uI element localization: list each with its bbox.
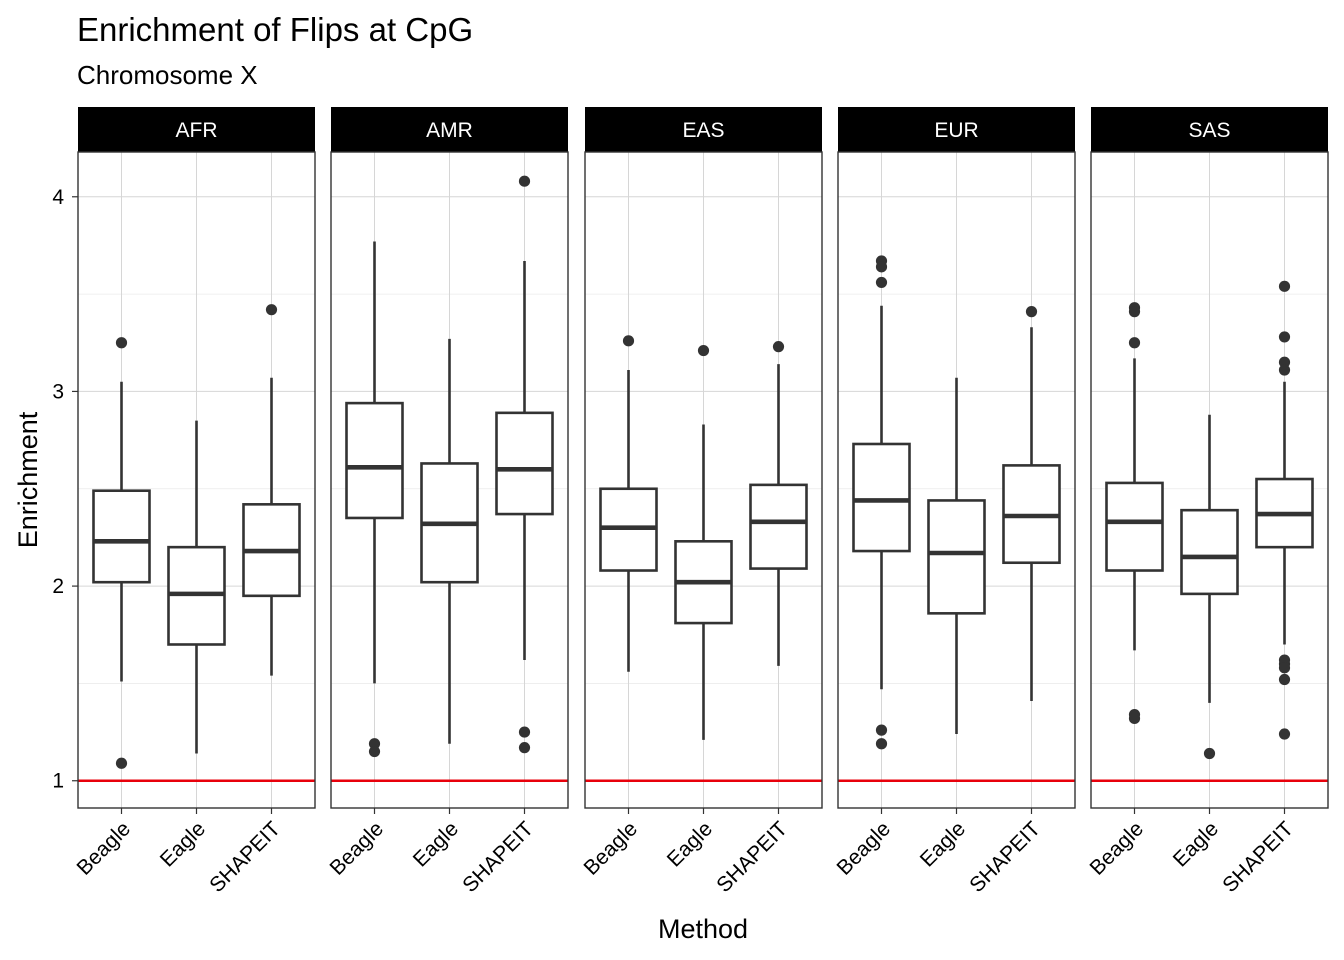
outlier-point bbox=[1128, 712, 1141, 725]
y-axis: 1 2 3 4 bbox=[52, 186, 78, 793]
x-tick-label: SHAPEIT bbox=[458, 817, 538, 897]
y-axis-title: Enrichment bbox=[13, 411, 43, 548]
x-tick-label: Eagle bbox=[1169, 817, 1223, 871]
box-eagle bbox=[1180, 414, 1239, 760]
x-tick-label: Beagle bbox=[833, 817, 896, 880]
x-axis-title: Method bbox=[658, 914, 748, 944]
outlier-point bbox=[875, 738, 888, 750]
box-eagle bbox=[674, 344, 733, 740]
x-tick-label: SHAPEIT bbox=[965, 817, 1045, 897]
box-beagle bbox=[92, 337, 151, 769]
x-tick-label: Eagle bbox=[916, 817, 970, 871]
y-tick-label: 2 bbox=[52, 575, 64, 598]
x-tick-label: Beagle bbox=[580, 817, 643, 880]
facet-strip bbox=[585, 107, 822, 152]
outlier-point bbox=[1278, 280, 1291, 292]
facet-strip-label: EAS bbox=[682, 119, 724, 142]
outlier-point bbox=[1278, 331, 1291, 343]
box-eagle bbox=[420, 338, 479, 744]
y-tick-label: 3 bbox=[52, 380, 64, 403]
outlier-point bbox=[368, 745, 381, 758]
x-tick-label: Eagle bbox=[156, 817, 210, 871]
outlier-point bbox=[1128, 306, 1141, 318]
box-eagle bbox=[167, 420, 226, 754]
outlier-point bbox=[875, 724, 888, 736]
outlier-point bbox=[518, 726, 531, 738]
outlier-point bbox=[875, 261, 888, 273]
outlier-point bbox=[518, 742, 531, 754]
box-beagle bbox=[345, 241, 404, 758]
x-tick-label: Beagle bbox=[326, 817, 389, 880]
box-beagle bbox=[1105, 302, 1164, 725]
box-shapeit bbox=[495, 175, 554, 754]
outlier-point bbox=[518, 175, 531, 187]
outlier-point bbox=[1203, 747, 1216, 760]
outlier-point bbox=[875, 276, 888, 289]
facet-strip-label: AFR bbox=[176, 119, 218, 142]
facet-strip-label: AMR bbox=[426, 119, 473, 142]
box-shapeit bbox=[1255, 280, 1314, 740]
box-iqr bbox=[345, 401, 404, 520]
box-eagle bbox=[927, 377, 986, 735]
x-tick-label: SHAPEIT bbox=[1218, 817, 1298, 897]
chart-subtitle: Chromosome X bbox=[77, 60, 258, 90]
x-tick-label: SHAPEIT bbox=[712, 817, 792, 897]
outlier-point bbox=[1278, 728, 1291, 740]
outlier-point bbox=[622, 335, 635, 347]
box-iqr bbox=[495, 411, 554, 516]
facet-strip bbox=[1091, 107, 1328, 152]
outlier-point bbox=[115, 757, 128, 769]
x-tick-label: Eagle bbox=[409, 817, 463, 871]
outlier-point bbox=[1128, 337, 1141, 349]
x-tick-label: Beagle bbox=[1086, 817, 1149, 880]
box-iqr bbox=[1105, 481, 1164, 572]
box-shapeit bbox=[749, 341, 808, 666]
facet-strip bbox=[331, 107, 568, 152]
box-beagle bbox=[852, 255, 911, 750]
outlier-point bbox=[1278, 364, 1291, 376]
facet-strip-label: SAS bbox=[1188, 119, 1230, 142]
box-iqr bbox=[92, 489, 151, 584]
box-iqr bbox=[852, 442, 911, 553]
x-tick-label: SHAPEIT bbox=[205, 817, 285, 897]
outlier-point bbox=[772, 341, 785, 353]
outlier-point bbox=[1278, 356, 1291, 368]
outlier-point bbox=[1278, 662, 1291, 674]
x-tick-label: Eagle bbox=[663, 817, 717, 871]
facet-strip bbox=[838, 107, 1075, 152]
outlier-point bbox=[1025, 306, 1038, 318]
outlier-point bbox=[697, 344, 710, 357]
box-iqr bbox=[1180, 508, 1239, 596]
facet-strip bbox=[78, 107, 315, 152]
x-tick-label: Beagle bbox=[73, 817, 136, 880]
y-tick-label: 4 bbox=[52, 186, 64, 209]
outlier-point bbox=[115, 337, 128, 349]
facet-strip-label: EUR bbox=[934, 119, 978, 142]
box-shapeit bbox=[242, 304, 301, 676]
outlier-point bbox=[265, 304, 278, 316]
outlier-point bbox=[368, 738, 381, 750]
box-iqr bbox=[749, 483, 808, 570]
box-beagle bbox=[599, 335, 658, 672]
y-tick-label: 1 bbox=[52, 770, 64, 793]
outlier-point bbox=[1278, 673, 1291, 686]
chart-title: Enrichment of Flips at CpG bbox=[77, 11, 473, 48]
box-iqr bbox=[927, 499, 986, 615]
box-shapeit bbox=[1002, 306, 1061, 701]
